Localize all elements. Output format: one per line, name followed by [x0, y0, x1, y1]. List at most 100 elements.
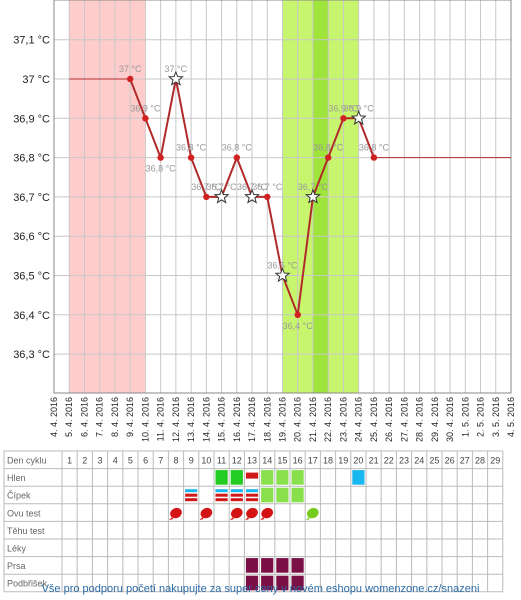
x-tick-label: 28. 4. 2016 — [415, 397, 425, 442]
day-number: 26 — [445, 456, 455, 466]
day-number: 18 — [323, 456, 333, 466]
row-label: Prsa — [7, 561, 26, 571]
data-point — [294, 311, 301, 318]
x-tick-label: 2. 5. 2016 — [476, 397, 486, 437]
data-point — [370, 154, 378, 161]
day-number: 11 — [217, 456, 226, 466]
cell-mark — [215, 470, 228, 485]
day-number: 27 — [460, 456, 470, 466]
x-tick-label: 30. 4. 2016 — [445, 397, 455, 442]
day-number: 10 — [201, 456, 211, 466]
data-point-star — [304, 188, 321, 204]
day-number: 17 — [308, 456, 318, 466]
day-number: 24 — [414, 456, 424, 466]
x-tick-label: 1. 5. 2016 — [460, 397, 470, 437]
day-number: 15 — [277, 456, 287, 466]
row-label: Léky — [7, 544, 27, 554]
y-tick-label: 37 °C — [22, 74, 50, 86]
x-tick-label: 12. 4. 2016 — [171, 397, 181, 442]
data-label: 36,8 °C — [359, 143, 390, 153]
x-tick-label: 13. 4. 2016 — [186, 397, 196, 442]
data-label: 36,9 °C — [328, 103, 359, 113]
day-number: 6 — [143, 456, 148, 466]
data-label: 36,7 °C — [237, 182, 268, 192]
data-label: 36,5 °C — [267, 261, 298, 271]
day-number: 14 — [262, 456, 272, 466]
y-tick-label: 36,3 °C — [13, 349, 50, 361]
data-label: 36,8 °C — [146, 164, 177, 174]
x-tick-label: 7. 4. 2016 — [95, 397, 105, 437]
cervix-mark — [215, 489, 228, 493]
ovulation-test-mark — [306, 507, 319, 519]
cell-mark — [261, 487, 274, 503]
x-tick-label: 27. 4. 2016 — [399, 397, 409, 442]
day-number: 19 — [338, 456, 348, 466]
data-point-star — [244, 188, 261, 204]
plot-frame — [53, 0, 512, 394]
cell-mark — [261, 575, 274, 591]
cell-mark — [245, 575, 259, 591]
day-number: 1 — [67, 456, 72, 466]
footer-link[interactable]: Vše pro podporu početí nakupujte za supe… — [41, 583, 480, 595]
data-point — [203, 193, 210, 201]
x-tick-label: 25. 4. 2016 — [369, 397, 379, 442]
data-point — [142, 115, 149, 122]
cell-mark — [245, 558, 259, 573]
cervix-mark — [230, 498, 243, 502]
y-tick-label: 36,5 °C — [13, 271, 50, 283]
day-number: 22 — [384, 456, 394, 466]
mucus-mark — [245, 472, 259, 479]
data-point — [264, 193, 271, 201]
data-point — [340, 115, 347, 122]
ovulation-test-mark — [170, 507, 182, 519]
day-number: 9 — [189, 456, 194, 466]
data-point — [157, 154, 164, 161]
day-number: 21 — [369, 456, 379, 466]
x-tick-label: 3. 5. 2016 — [491, 397, 501, 437]
data-label: 36,8 °C — [176, 143, 207, 153]
ovulation-test-tail — [260, 517, 265, 521]
x-tick-label: 8. 4. 2016 — [110, 397, 120, 437]
x-tick-label: 23. 4. 2016 — [338, 397, 348, 442]
data-label: 36,8 °C — [313, 143, 344, 153]
cell-mark — [276, 575, 289, 591]
x-tick-label: 17. 4. 2016 — [247, 397, 257, 442]
y-tick-label: 36,6 °C — [13, 231, 50, 243]
day-number: 8 — [173, 456, 178, 466]
ovulation-test-mark — [246, 507, 258, 519]
ovulation-test-tail — [199, 517, 204, 521]
data-label: 37 °C — [165, 64, 188, 74]
day-number: 29 — [490, 456, 500, 466]
data-point — [126, 75, 134, 83]
x-tick-label: 24. 4. 2016 — [354, 397, 364, 442]
ovulation-test-tail — [229, 517, 234, 521]
cell-mark — [230, 470, 243, 485]
cervix-mark — [230, 493, 243, 497]
x-tick-label: 10. 4. 2016 — [140, 397, 150, 442]
data-label: 36,7 °C — [298, 182, 329, 192]
data-label: 37 °C — [119, 64, 142, 74]
x-tick-label: 21. 4. 2016 — [308, 397, 318, 442]
cell-mark — [291, 558, 304, 573]
day-number: 16 — [293, 456, 303, 466]
data-label: 36,7 °C — [252, 182, 283, 192]
cervix-mark — [215, 498, 228, 502]
data-point-star — [274, 267, 291, 283]
x-tick-label: 4. 4. 2016 — [49, 397, 59, 437]
day-number: 25 — [429, 456, 439, 466]
day-number: 7 — [158, 456, 163, 466]
x-tick-label: 20. 4. 2016 — [293, 397, 303, 442]
day-number: 5 — [128, 456, 133, 466]
data-label: 36,8 °C — [222, 143, 253, 153]
row-label: Hlen — [7, 473, 26, 483]
row-label: Těhu test — [7, 526, 45, 536]
cervix-mark — [185, 498, 198, 502]
cell-mark — [291, 487, 304, 503]
table-header-label: Den cyklu — [7, 456, 47, 466]
day-number: 3 — [97, 456, 102, 466]
data-point-star — [167, 70, 184, 86]
row-label: Podbřišek — [7, 579, 48, 589]
x-tick-label: 19. 4. 2016 — [278, 397, 288, 442]
y-tick-label: 37,1 °C — [13, 35, 50, 47]
